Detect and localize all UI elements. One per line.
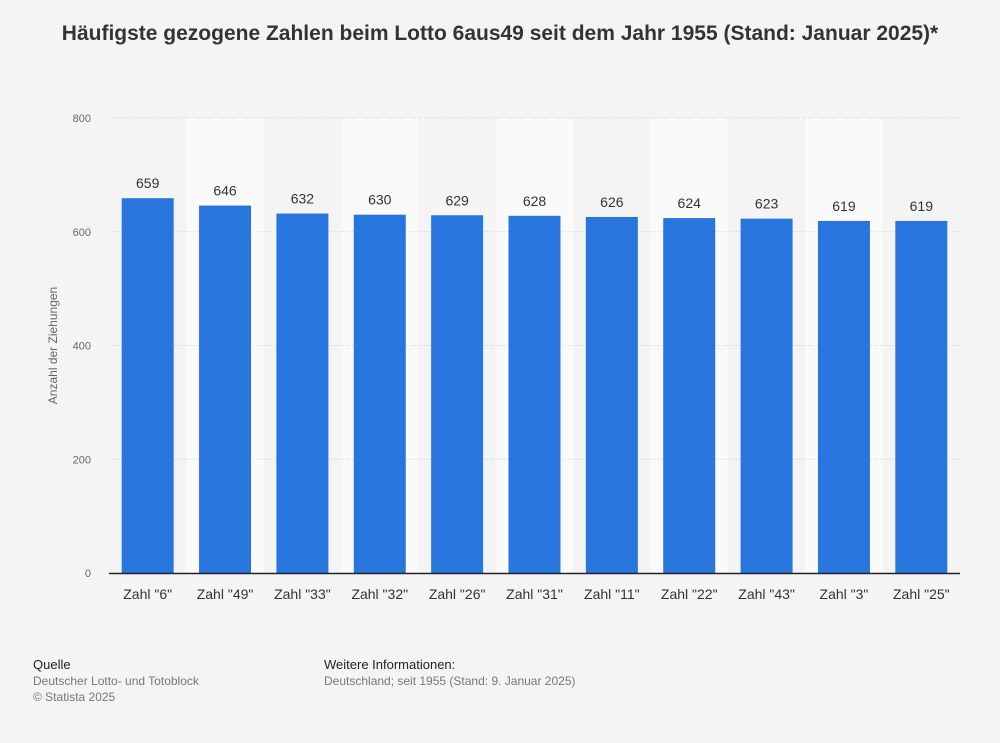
- x-tick-label: Zahl "43": [738, 586, 795, 602]
- bar[interactable]: [895, 220, 948, 573]
- y-tick-label: 800: [73, 113, 91, 125]
- x-tick-label: Zahl "3": [820, 586, 869, 602]
- x-tick-label: Zahl "32": [351, 586, 408, 602]
- chart-title: Häufigste gezogene Zahlen beim Lotto 6au…: [61, 22, 939, 45]
- data-label: 628: [523, 193, 547, 209]
- copyright-line[interactable]: © Statista 2025: [33, 690, 116, 704]
- data-label: 659: [136, 175, 160, 191]
- data-label: 646: [213, 183, 237, 199]
- info-line: Deutschland; seit 1955 (Stand: 9. Januar…: [324, 674, 576, 688]
- bar[interactable]: [508, 215, 561, 573]
- bars: [121, 198, 948, 574]
- bar[interactable]: [276, 213, 329, 574]
- data-label: 619: [910, 198, 934, 214]
- bar[interactable]: [585, 216, 638, 573]
- y-tick-label: 200: [73, 454, 91, 466]
- bar[interactable]: [353, 214, 406, 573]
- source-block: Quelle Deutscher Lotto- und Totoblock © …: [33, 657, 199, 705]
- data-label: 624: [678, 195, 702, 211]
- data-label: 629: [445, 192, 469, 208]
- x-tick-label: Zahl "31": [506, 586, 563, 602]
- source-line[interactable]: Deutscher Lotto- und Totoblock: [33, 674, 199, 688]
- x-tick-label: Zahl "25": [893, 586, 950, 602]
- data-label: 630: [368, 192, 392, 208]
- x-tick-label: Zahl "33": [274, 586, 331, 602]
- data-label: 619: [832, 198, 856, 214]
- y-tick-label: 600: [73, 227, 91, 239]
- y-axis-label: Anzahl der Ziehungen: [46, 287, 60, 404]
- x-tick-label: Zahl "22": [661, 586, 718, 602]
- bar[interactable]: [199, 205, 252, 573]
- bar[interactable]: [740, 218, 793, 573]
- data-labels: 659 646 632 630 629 628 626 624 623 619 619: [136, 175, 933, 214]
- data-label: 626: [600, 194, 624, 210]
- y-tick-label: 400: [73, 341, 91, 353]
- info-heading: Weitere Informationen:: [324, 657, 456, 672]
- x-tick-label: Zahl "49": [197, 586, 254, 602]
- y-axis-ticks: 0 200 400 600 800: [73, 113, 91, 580]
- data-label: 623: [755, 196, 779, 212]
- bar[interactable]: [817, 220, 870, 573]
- x-axis-ticks: Zahl "6" Zahl "49" Zahl "33" Zahl "32" Zahl …: [123, 586, 949, 602]
- x-tick-label: Zahl "11": [584, 586, 640, 602]
- x-tick-label: Zahl "26": [429, 586, 486, 602]
- bar[interactable]: [663, 218, 716, 573]
- bar[interactable]: [121, 198, 174, 573]
- info-block: Weitere Informationen: Deutschland; seit…: [324, 657, 576, 689]
- x-tick-label: Zahl "6": [123, 586, 172, 602]
- source-heading: Quelle: [33, 657, 71, 672]
- bar-chart: 0 200 400 600 800 659 646 632 630 629 628 626 624 62…: [46, 113, 960, 602]
- data-label: 632: [291, 191, 315, 207]
- y-tick-label: 0: [85, 568, 91, 580]
- bar[interactable]: [431, 215, 484, 573]
